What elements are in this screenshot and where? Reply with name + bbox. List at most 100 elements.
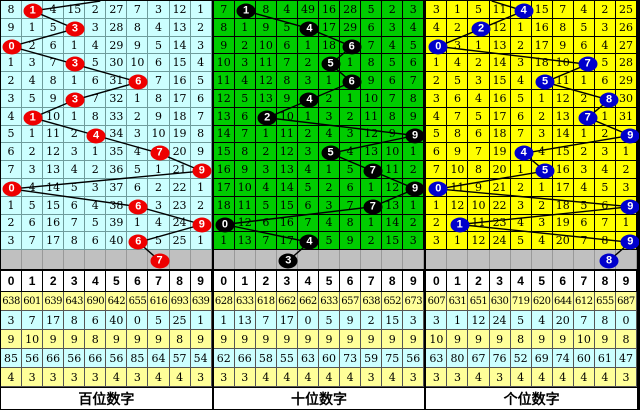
miss-count-cell: 5 (573, 18, 595, 37)
miss-count-cell: 7 (234, 125, 256, 144)
miss-count-cell: 4 (64, 161, 86, 179)
stat-cell: 8 (510, 330, 532, 350)
miss-count-cell: 7 (552, 1, 574, 19)
miss-count-cell: 12 (361, 125, 383, 144)
miss-count-cell: 33 (106, 107, 128, 126)
miss-count-cell: 39 (106, 214, 128, 233)
digit-header-cell: 6 (127, 271, 149, 292)
stat-cell: 9 (319, 330, 341, 350)
miss-count-cell: 4 (43, 1, 65, 19)
stat-cell: 1 (213, 311, 235, 331)
miss-count-cell: 9 (403, 107, 425, 126)
stat-cell: 9 (127, 330, 149, 350)
miss-count-cell: 4 (1, 107, 23, 126)
miss-count-cell: 11 (382, 161, 404, 179)
miss-count-cell: 13 (489, 36, 511, 55)
stat-cell: 655 (594, 292, 616, 312)
pending-cell (191, 250, 212, 270)
stat-cell: 9 (489, 330, 511, 350)
stat-cell: 67 (468, 349, 490, 369)
miss-count-cell: 7 (361, 36, 383, 55)
miss-count-cell: 9 (1, 18, 23, 37)
stat-cell: 662 (276, 292, 298, 312)
drawn-number-ball: 9 (192, 217, 212, 232)
miss-count-cell: 7 (403, 72, 425, 90)
miss-count-cell: 14 (169, 36, 191, 55)
miss-count-cell: 1 (361, 214, 383, 233)
stat-cell: 4 (169, 368, 191, 388)
digit-header-cell: 9 (616, 271, 638, 292)
digit-header-cell: 1 (235, 271, 256, 292)
miss-count-cell: 12 (447, 196, 469, 215)
miss-count-cell: 1 (447, 1, 469, 19)
miss-count-cell: 4 (531, 232, 553, 251)
miss-count-cell: 13 (361, 143, 383, 162)
miss-count-cell: 11 (468, 214, 490, 233)
miss-count-cell: 2 (148, 178, 170, 197)
stat-cell: 9 (43, 330, 65, 350)
miss-count-cell: 21 (489, 178, 511, 197)
stat-cell: 4 (573, 368, 595, 388)
miss-count-cell: 24 (169, 214, 191, 233)
stat-cell: 607 (426, 292, 448, 312)
miss-count-cell: 4 (319, 125, 341, 144)
miss-count-cell: 22 (489, 196, 511, 215)
stat-cell: 652 (382, 292, 404, 312)
miss-count-cell: 1 (447, 232, 469, 251)
miss-count-cell: 13 (213, 107, 235, 126)
miss-count-cell: 1 (340, 89, 362, 108)
drawn-number-ball: 0 (428, 39, 448, 54)
miss-count-cell: 14 (276, 178, 298, 197)
miss-count-cell: 7 (510, 125, 532, 144)
miss-count-cell: 12 (43, 143, 65, 162)
miss-count-cell: 1 (255, 125, 277, 144)
miss-count-cell: 5 (403, 36, 425, 55)
stat-cell: 8 (85, 330, 107, 350)
miss-count-cell: 5 (43, 18, 65, 37)
miss-count-cell: 10 (148, 125, 170, 144)
miss-count-cell: 4 (127, 143, 149, 162)
drawn-number-ball: 5 (321, 56, 341, 72)
miss-count-cell: 20 (552, 232, 574, 251)
miss-count-cell: 14 (489, 54, 511, 73)
drawn-number-ball: 1 (23, 3, 43, 19)
miss-count-cell: 8 (1, 1, 23, 19)
stat-cell: 56 (22, 349, 44, 369)
miss-count-cell: 17 (213, 178, 235, 197)
miss-count-cell: 19 (552, 214, 574, 233)
pending-cell (256, 250, 277, 270)
digit-header-cell: 4 (511, 271, 532, 292)
miss-count-cell: 3 (403, 232, 425, 251)
miss-count-cell: 16 (43, 214, 65, 233)
miss-count-cell: 6 (573, 214, 595, 233)
miss-count-cell: 2 (190, 196, 212, 215)
miss-count-cell: 8 (190, 125, 212, 144)
miss-count-cell: 6 (43, 36, 65, 55)
miss-count-cell: 3 (382, 18, 404, 37)
miss-count-cell: 5 (510, 232, 532, 251)
miss-count-cell: 1 (213, 232, 235, 251)
stat-cell: 47 (615, 349, 638, 369)
stat-cell: 638 (1, 292, 23, 312)
miss-count-cell: 2 (319, 178, 341, 197)
stat-cell: 9 (64, 330, 86, 350)
miss-count-cell: 7 (255, 232, 277, 251)
miss-count-cell: 17 (531, 36, 553, 55)
drawn-number-ball: 5 (535, 74, 555, 90)
miss-count-cell: 6 (85, 72, 107, 90)
miss-count-cell: 22 (169, 178, 191, 197)
miss-count-cell: 16 (319, 1, 341, 19)
miss-count-cell: 10 (255, 36, 277, 55)
miss-count-cell: 2 (22, 36, 44, 55)
miss-count-cell: 2 (127, 107, 149, 126)
stat-cell: 3 (234, 368, 256, 388)
miss-count-cell: 15 (169, 54, 191, 73)
miss-count-cell: 4 (510, 214, 532, 233)
miss-count-cell: 12 (276, 143, 298, 162)
stat-cell: 15 (382, 311, 404, 331)
stat-cell: 631 (447, 292, 469, 312)
stat-cell: 59 (361, 349, 383, 369)
miss-count-cell: 12 (234, 214, 256, 233)
stat-cell: 9 (297, 330, 319, 350)
miss-count-cell: 29 (615, 72, 638, 90)
